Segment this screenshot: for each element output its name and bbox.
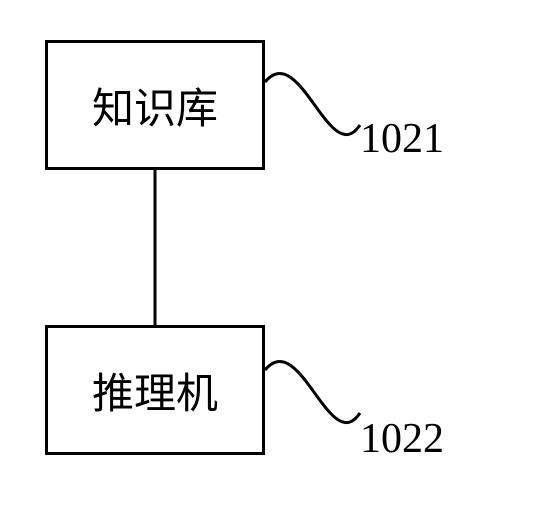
- annotation-label-1022: 1022: [360, 415, 444, 463]
- annotation-connector-1021: [265, 74, 360, 135]
- diagram-container: 知识库 推理机 1021 1022: [0, 0, 534, 516]
- node-inference-engine: 推理机: [45, 325, 265, 455]
- node-inference-engine-label: 推理机: [92, 360, 218, 421]
- annotation-connector-1022: [265, 362, 360, 423]
- node-knowledge-base-label: 知识库: [92, 75, 218, 136]
- node-knowledge-base: 知识库: [45, 40, 265, 170]
- annotation-label-1021: 1021: [360, 115, 444, 163]
